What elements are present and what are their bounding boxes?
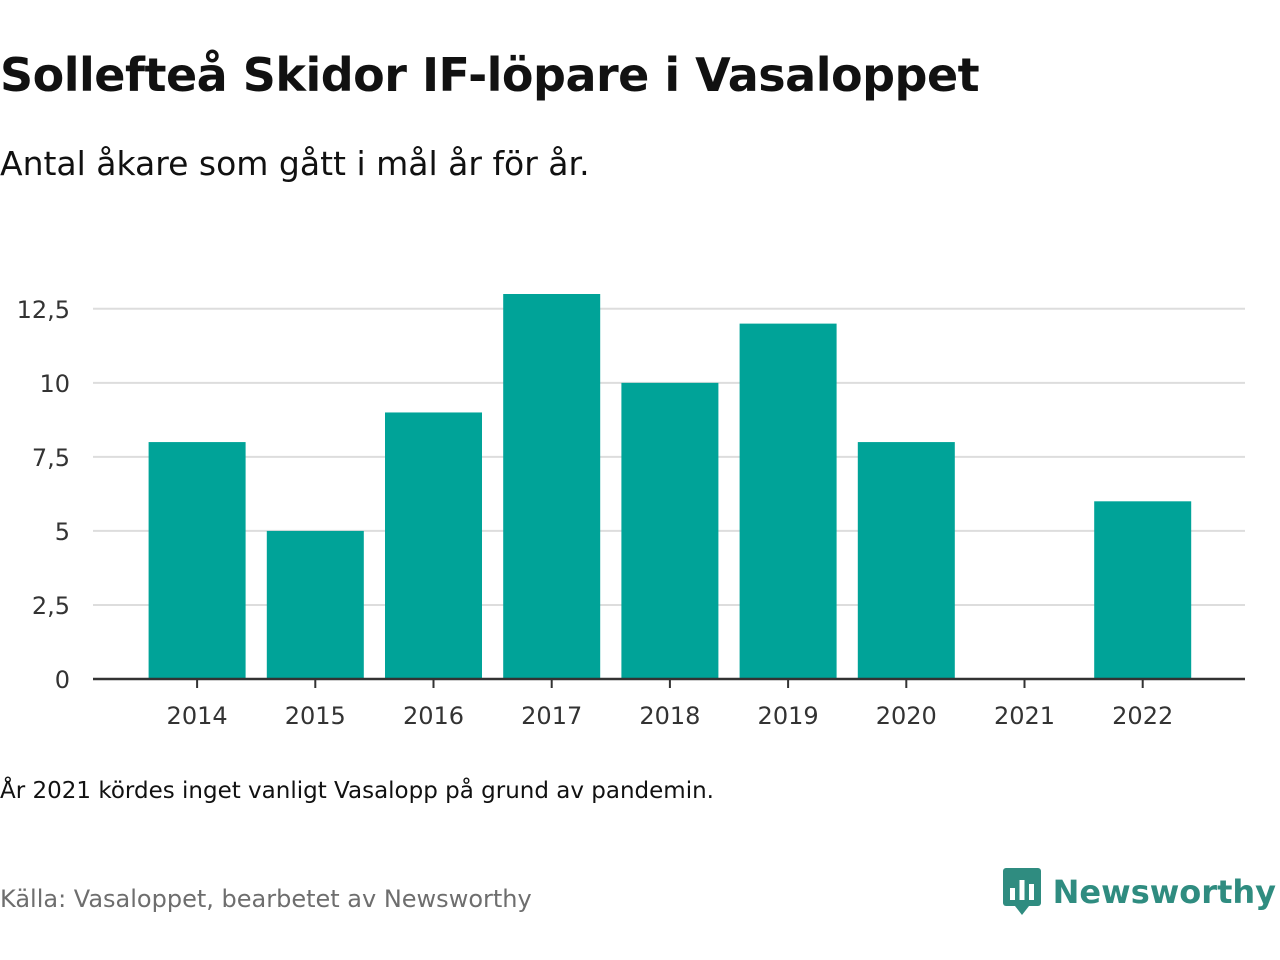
source-credit: Källa: Vasaloppet, bearbetet av Newswort… bbox=[0, 885, 532, 913]
bar-2015 bbox=[266, 530, 364, 679]
bars bbox=[148, 294, 1192, 679]
y-tick-label: 10 bbox=[39, 370, 70, 398]
bar-2019 bbox=[739, 323, 837, 679]
bar-2018 bbox=[621, 382, 719, 679]
bar-2016 bbox=[385, 412, 482, 679]
brand-logo[interactable]: Newsworthy bbox=[1002, 868, 1276, 916]
bar-2017 bbox=[503, 294, 601, 679]
y-tick-label: 5 bbox=[55, 518, 70, 546]
x-tick-label: 2015 bbox=[285, 702, 346, 730]
chart-subtitle: Antal åkare som gått i mål år för år. bbox=[0, 144, 590, 183]
newsworthy-logo-icon bbox=[1002, 868, 1041, 915]
x-tick-label: 2014 bbox=[167, 702, 228, 730]
chart-note: År 2021 kördes inget vanligt Vasalopp på… bbox=[0, 778, 714, 804]
x-tick-label: 2022 bbox=[1112, 702, 1173, 730]
y-tick-label: 7,5 bbox=[32, 444, 70, 472]
x-tick-label: 2017 bbox=[521, 702, 582, 730]
bar-2022 bbox=[1094, 501, 1192, 679]
x-tick-label: 2019 bbox=[758, 702, 819, 730]
y-tick-label: 2,5 bbox=[32, 592, 70, 620]
x-tick-label: 2016 bbox=[403, 702, 464, 730]
y-tick-label: 12,5 bbox=[17, 296, 70, 324]
x-axis-ticks: 2014 2015 2016 2017 2018 2019 2020 2021 2022 bbox=[167, 679, 1173, 730]
bar-2020 bbox=[857, 442, 955, 679]
bar-2014 bbox=[148, 442, 246, 679]
x-tick-label: 2018 bbox=[639, 702, 700, 730]
x-tick-label: 2021 bbox=[994, 702, 1055, 730]
brand-name: Newsworthy bbox=[1052, 873, 1276, 911]
y-tick-label: 0 bbox=[55, 666, 70, 694]
x-tick-label: 2020 bbox=[876, 702, 937, 730]
y-axis-ticks: 0 2,5 5 7,5 10 12,5 bbox=[17, 296, 70, 694]
chart-title: Sollefteå Skidor IF-löpare i Vasaloppet bbox=[0, 48, 980, 102]
